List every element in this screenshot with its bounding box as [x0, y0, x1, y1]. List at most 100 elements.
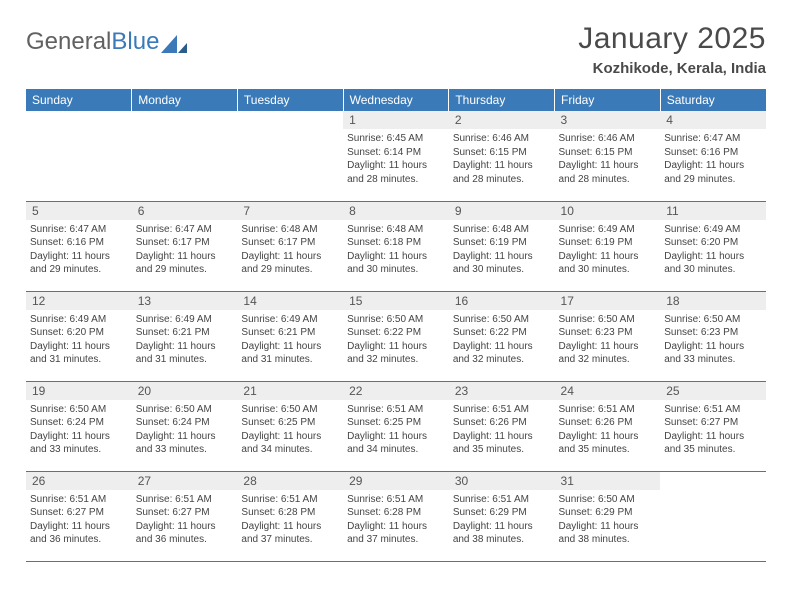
day-number: 19: [26, 382, 132, 400]
dayname-header: Wednesday: [343, 89, 449, 111]
day-number: 15: [343, 292, 449, 310]
day-number: 25: [660, 382, 766, 400]
day-details: Sunrise: 6:47 AMSunset: 6:17 PMDaylight:…: [132, 220, 238, 279]
day-number: 3: [555, 111, 661, 129]
sail-icon: [161, 35, 187, 53]
calendar-body: 1Sunrise: 6:45 AMSunset: 6:14 PMDaylight…: [26, 111, 766, 561]
day-details: Sunrise: 6:51 AMSunset: 6:27 PMDaylight:…: [132, 490, 238, 549]
day-number: 14: [237, 292, 343, 310]
day-number: 20: [132, 382, 238, 400]
day-cell: 5Sunrise: 6:47 AMSunset: 6:16 PMDaylight…: [26, 201, 132, 291]
day-cell: 2Sunrise: 6:46 AMSunset: 6:15 PMDaylight…: [449, 111, 555, 201]
day-cell: 9Sunrise: 6:48 AMSunset: 6:19 PMDaylight…: [449, 201, 555, 291]
day-details: Sunrise: 6:48 AMSunset: 6:19 PMDaylight:…: [449, 220, 555, 279]
brand-logo: GeneralBlue: [26, 22, 187, 56]
week-row: 5Sunrise: 6:47 AMSunset: 6:16 PMDaylight…: [26, 201, 766, 291]
day-cell: 28Sunrise: 6:51 AMSunset: 6:28 PMDayligh…: [237, 471, 343, 561]
day-cell: 18Sunrise: 6:50 AMSunset: 6:23 PMDayligh…: [660, 291, 766, 381]
title-block: January 2025 Kozhikode, Kerala, India: [578, 22, 766, 77]
day-details: Sunrise: 6:51 AMSunset: 6:27 PMDaylight:…: [26, 490, 132, 549]
day-cell: 22Sunrise: 6:51 AMSunset: 6:25 PMDayligh…: [343, 381, 449, 471]
day-number: 5: [26, 202, 132, 220]
day-number: 22: [343, 382, 449, 400]
day-cell: 12Sunrise: 6:49 AMSunset: 6:20 PMDayligh…: [26, 291, 132, 381]
day-details: Sunrise: 6:47 AMSunset: 6:16 PMDaylight:…: [660, 129, 766, 188]
day-details: Sunrise: 6:49 AMSunset: 6:21 PMDaylight:…: [237, 310, 343, 369]
day-details: Sunrise: 6:50 AMSunset: 6:22 PMDaylight:…: [343, 310, 449, 369]
day-cell: 21Sunrise: 6:50 AMSunset: 6:25 PMDayligh…: [237, 381, 343, 471]
location-text: Kozhikode, Kerala, India: [578, 60, 766, 77]
day-details: Sunrise: 6:49 AMSunset: 6:21 PMDaylight:…: [132, 310, 238, 369]
page-header: GeneralBlue January 2025 Kozhikode, Kera…: [26, 22, 766, 77]
dayname-header: Tuesday: [237, 89, 343, 111]
day-number: 8: [343, 202, 449, 220]
day-cell: 10Sunrise: 6:49 AMSunset: 6:19 PMDayligh…: [555, 201, 661, 291]
day-details: Sunrise: 6:50 AMSunset: 6:24 PMDaylight:…: [132, 400, 238, 459]
day-details: Sunrise: 6:50 AMSunset: 6:23 PMDaylight:…: [660, 310, 766, 369]
day-details: Sunrise: 6:50 AMSunset: 6:22 PMDaylight:…: [449, 310, 555, 369]
day-number: 29: [343, 472, 449, 490]
day-details: Sunrise: 6:51 AMSunset: 6:27 PMDaylight:…: [660, 400, 766, 459]
day-number: 12: [26, 292, 132, 310]
day-details: Sunrise: 6:46 AMSunset: 6:15 PMDaylight:…: [555, 129, 661, 188]
day-number: 2: [449, 111, 555, 129]
day-number: 27: [132, 472, 238, 490]
day-cell: 11Sunrise: 6:49 AMSunset: 6:20 PMDayligh…: [660, 201, 766, 291]
day-number: 7: [237, 202, 343, 220]
day-cell: 23Sunrise: 6:51 AMSunset: 6:26 PMDayligh…: [449, 381, 555, 471]
day-cell: 15Sunrise: 6:50 AMSunset: 6:22 PMDayligh…: [343, 291, 449, 381]
day-cell: 17Sunrise: 6:50 AMSunset: 6:23 PMDayligh…: [555, 291, 661, 381]
day-cell: 20Sunrise: 6:50 AMSunset: 6:24 PMDayligh…: [132, 381, 238, 471]
day-cell: 30Sunrise: 6:51 AMSunset: 6:29 PMDayligh…: [449, 471, 555, 561]
day-details: Sunrise: 6:49 AMSunset: 6:20 PMDaylight:…: [660, 220, 766, 279]
day-cell: [26, 111, 132, 201]
day-number: 21: [237, 382, 343, 400]
calendar-table: SundayMondayTuesdayWednesdayThursdayFrid…: [26, 89, 766, 562]
day-cell: 1Sunrise: 6:45 AMSunset: 6:14 PMDaylight…: [343, 111, 449, 201]
day-number: 24: [555, 382, 661, 400]
day-details: Sunrise: 6:49 AMSunset: 6:20 PMDaylight:…: [26, 310, 132, 369]
day-number: 10: [555, 202, 661, 220]
dayname-header: Thursday: [449, 89, 555, 111]
day-number: 4: [660, 111, 766, 129]
day-number: 1: [343, 111, 449, 129]
week-row: 1Sunrise: 6:45 AMSunset: 6:14 PMDaylight…: [26, 111, 766, 201]
month-title: January 2025: [578, 22, 766, 56]
day-cell: 16Sunrise: 6:50 AMSunset: 6:22 PMDayligh…: [449, 291, 555, 381]
calendar-head: SundayMondayTuesdayWednesdayThursdayFrid…: [26, 89, 766, 111]
day-details: Sunrise: 6:46 AMSunset: 6:15 PMDaylight:…: [449, 129, 555, 188]
day-details: Sunrise: 6:47 AMSunset: 6:16 PMDaylight:…: [26, 220, 132, 279]
calendar-page: GeneralBlue January 2025 Kozhikode, Kera…: [0, 0, 792, 562]
day-cell: 19Sunrise: 6:50 AMSunset: 6:24 PMDayligh…: [26, 381, 132, 471]
day-details: Sunrise: 6:50 AMSunset: 6:29 PMDaylight:…: [555, 490, 661, 549]
day-number: 17: [555, 292, 661, 310]
day-details: Sunrise: 6:51 AMSunset: 6:25 PMDaylight:…: [343, 400, 449, 459]
dayname-header: Monday: [132, 89, 238, 111]
day-cell: 26Sunrise: 6:51 AMSunset: 6:27 PMDayligh…: [26, 471, 132, 561]
day-details: Sunrise: 6:51 AMSunset: 6:26 PMDaylight:…: [555, 400, 661, 459]
day-number: 31: [555, 472, 661, 490]
brand-part1: General: [26, 28, 111, 56]
day-details: Sunrise: 6:51 AMSunset: 6:26 PMDaylight:…: [449, 400, 555, 459]
day-number: 18: [660, 292, 766, 310]
day-cell: 6Sunrise: 6:47 AMSunset: 6:17 PMDaylight…: [132, 201, 238, 291]
day-cell: 29Sunrise: 6:51 AMSunset: 6:28 PMDayligh…: [343, 471, 449, 561]
day-cell: 7Sunrise: 6:48 AMSunset: 6:17 PMDaylight…: [237, 201, 343, 291]
day-cell: 27Sunrise: 6:51 AMSunset: 6:27 PMDayligh…: [132, 471, 238, 561]
day-details: Sunrise: 6:50 AMSunset: 6:25 PMDaylight:…: [237, 400, 343, 459]
day-cell: [132, 111, 238, 201]
day-number: 28: [237, 472, 343, 490]
day-details: Sunrise: 6:45 AMSunset: 6:14 PMDaylight:…: [343, 129, 449, 188]
day-details: Sunrise: 6:48 AMSunset: 6:17 PMDaylight:…: [237, 220, 343, 279]
day-cell: 4Sunrise: 6:47 AMSunset: 6:16 PMDaylight…: [660, 111, 766, 201]
day-cell: [237, 111, 343, 201]
day-number: 16: [449, 292, 555, 310]
day-number: 9: [449, 202, 555, 220]
day-cell: 3Sunrise: 6:46 AMSunset: 6:15 PMDaylight…: [555, 111, 661, 201]
day-cell: 8Sunrise: 6:48 AMSunset: 6:18 PMDaylight…: [343, 201, 449, 291]
day-number: 26: [26, 472, 132, 490]
week-row: 19Sunrise: 6:50 AMSunset: 6:24 PMDayligh…: [26, 381, 766, 471]
day-details: Sunrise: 6:51 AMSunset: 6:29 PMDaylight:…: [449, 490, 555, 549]
day-cell: 25Sunrise: 6:51 AMSunset: 6:27 PMDayligh…: [660, 381, 766, 471]
day-cell: [660, 471, 766, 561]
